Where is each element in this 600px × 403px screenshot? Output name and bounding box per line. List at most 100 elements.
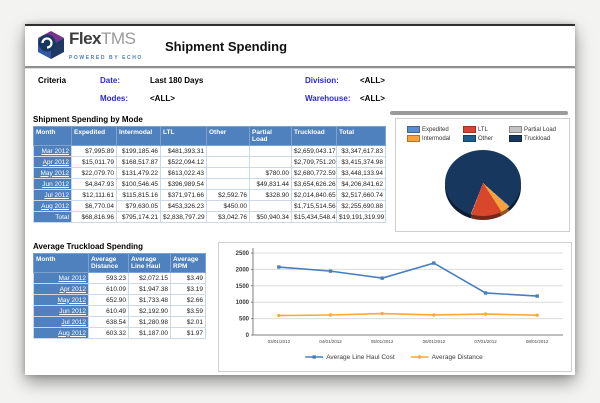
table-cell: $2.01 <box>170 316 206 328</box>
criteria-warehouse-label: Warehouse: <box>305 94 351 103</box>
table-cell <box>206 145 250 157</box>
month-link[interactable]: Jul 2012 <box>44 191 69 199</box>
table-cell: $4,847.93 <box>71 178 117 190</box>
x-tick-label: 08/01/2012 <box>526 339 549 344</box>
table-cell: 593.23 <box>88 272 129 284</box>
month-cell[interactable]: Jun 2012 <box>33 178 72 190</box>
month-cell[interactable]: Jun 2012 <box>33 305 89 317</box>
table-cell: $100,546.45 <box>116 178 161 190</box>
brand-tms: TMS <box>101 29 136 48</box>
data-point <box>535 294 539 298</box>
legend-swatch <box>463 126 476 133</box>
pie-panel-top-bar <box>390 111 568 115</box>
table-cell: $49,831.44 <box>249 178 292 190</box>
series-line <box>278 262 538 297</box>
table-cell: $3,347,617.83 <box>336 145 386 157</box>
data-point <box>328 269 333 273</box>
month-link[interactable]: Jun 2012 <box>59 307 86 315</box>
pie-legend: Expedited LTL Partial Load Intermodal Other T… <box>407 125 569 143</box>
month-link[interactable]: May 2012 <box>57 296 86 304</box>
table-cell: $2,255,690.88 <box>336 200 386 212</box>
table-cell: $328.90 <box>249 189 292 201</box>
month-cell[interactable]: Mar 2012 <box>33 272 89 284</box>
truckload-spending-table: Month Average Distance Average Line Haul Av… <box>33 253 206 339</box>
column-header: Truckload <box>291 126 337 146</box>
data-point <box>432 261 436 265</box>
table-cell: $1,733.48 <box>128 294 171 306</box>
month-cell[interactable]: Jul 2012 <box>33 189 72 201</box>
x-tick-label: 07/01/2012 <box>474 339 497 344</box>
table-row: May 2012 $22,079.70 $131,479.22 $613,022.43… <box>33 167 386 179</box>
month-cell[interactable]: Jul 2012 <box>33 316 89 328</box>
table-cell: $3,042.76 <box>206 211 250 223</box>
table-row: Jul 2012 $12,111.61 $115,815.16 $371,971.66… <box>33 189 386 201</box>
pie-surface <box>445 150 521 216</box>
table-cell: $481,393.31 <box>160 145 207 157</box>
month-link[interactable]: Jun 2012 <box>42 180 69 188</box>
table-cell <box>206 167 250 179</box>
table-row: Jul 2012 638.54 $1,280.98 $2.01 <box>33 316 206 328</box>
month-cell[interactable]: Aug 2012 <box>33 327 89 339</box>
table-cell: $453,326.23 <box>160 200 207 212</box>
table-cell: $1,715,514.56 <box>291 200 337 212</box>
column-header: Month <box>33 126 72 146</box>
data-point <box>483 312 488 316</box>
table-cell: $6,770.04 <box>71 200 117 212</box>
pie-legend-item: Expedited <box>407 125 463 134</box>
table-cell: $1,947.38 <box>128 283 171 295</box>
column-header: Average Line Haul <box>128 253 171 273</box>
table-cell: 610.49 <box>88 305 129 317</box>
table-row: Apr 2012 610.09 $1,947.38 $3.19 <box>33 283 206 295</box>
month-cell[interactable]: May 2012 <box>33 167 72 179</box>
brand-flex: Flex <box>69 29 102 48</box>
month-cell[interactable]: Mar 2012 <box>33 145 72 157</box>
y-tick-label: 1000 <box>236 300 250 306</box>
month-link[interactable]: Aug 2012 <box>41 202 69 210</box>
data-point <box>380 311 384 316</box>
column-header: Other <box>206 126 250 146</box>
table-cell: $168,517.87 <box>116 156 161 168</box>
data-point <box>380 276 384 280</box>
legend-marker <box>312 355 316 359</box>
table-cell: $68,816.96 <box>71 211 117 223</box>
month-link[interactable]: Mar 2012 <box>41 147 69 155</box>
column-header: Month <box>33 253 89 273</box>
table-cell: $12,111.61 <box>71 189 117 201</box>
total-label: Total <box>33 211 72 223</box>
data-point <box>277 313 281 318</box>
table-cell: $3,415,374.98 <box>336 156 386 168</box>
table-cell: 638.54 <box>88 316 129 328</box>
month-cell[interactable]: Apr 2012 <box>33 283 89 295</box>
table-cell: $3.19 <box>170 283 206 295</box>
month-link[interactable]: Mar 2012 <box>58 274 86 282</box>
data-point <box>535 313 539 317</box>
column-header: Partial Load <box>249 126 292 146</box>
legend-label: LTL <box>478 126 488 133</box>
table-cell: $1,280.98 <box>128 316 171 328</box>
column-header: Average Distance <box>88 253 129 273</box>
month-link[interactable]: Jul 2012 <box>61 318 86 326</box>
criteria-modes-label: Modes: <box>100 94 128 103</box>
month-link[interactable]: Apr 2012 <box>59 285 86 293</box>
month-link[interactable]: Apr 2012 <box>42 158 69 166</box>
table-cell: $22,079.70 <box>71 167 117 179</box>
legend-swatch <box>407 135 420 142</box>
table-cell: $3,448,133.94 <box>336 167 386 179</box>
table-cell: $2,838,797.29 <box>160 211 207 223</box>
table-cell: $199,185.46 <box>116 145 161 157</box>
month-link[interactable]: Aug 2012 <box>58 329 86 337</box>
table-cell: $1,187.00 <box>128 327 171 339</box>
table-cell: $19,191,319.99 <box>336 211 386 223</box>
truckload-table-title: Average Truckload Spending <box>33 242 143 251</box>
month-cell[interactable]: Apr 2012 <box>33 156 72 168</box>
pie-chart-panel: Expedited LTL Partial Load Intermodal Other T… <box>395 118 570 232</box>
table-cell: $522,094.12 <box>160 156 207 168</box>
brand-tagline: POWERED BY ECHO <box>69 55 143 61</box>
column-header: Average RPM <box>170 253 206 273</box>
legend-swatch <box>463 135 476 142</box>
month-cell[interactable]: Aug 2012 <box>33 200 72 212</box>
month-link[interactable]: May 2012 <box>40 169 69 177</box>
month-cell[interactable]: May 2012 <box>33 294 89 306</box>
y-tick-label: 2000 <box>236 267 250 273</box>
mode-table-title: Shipment Spending by Mode <box>33 115 143 124</box>
